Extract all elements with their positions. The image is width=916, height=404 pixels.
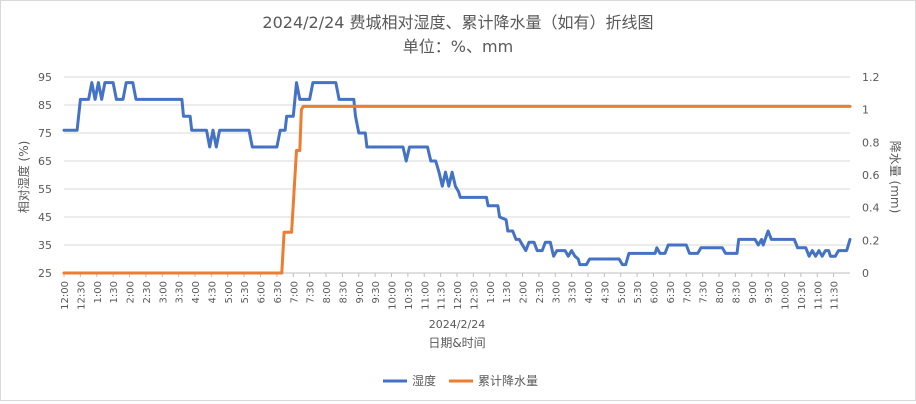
x-tick-label: 2:30 — [142, 281, 153, 303]
right-y-tick-label: 0.4 — [862, 202, 880, 215]
x-tick-label: 3:00 — [551, 281, 562, 303]
right-y-tick-label: 0.6 — [862, 169, 880, 182]
x-tick-label: 10:30 — [404, 281, 415, 310]
precipitation-series-line — [62, 104, 852, 275]
x-tick-label: 1:30 — [109, 281, 120, 303]
x-axis-date-label: 2024/2/24 — [429, 318, 485, 331]
x-tick-label: 11:00 — [420, 281, 431, 310]
x-tick-label: 8:00 — [322, 281, 333, 303]
x-tick-label: 4:30 — [207, 281, 218, 303]
chart-subtitle: 单位：%、mm — [403, 37, 513, 56]
left-y-axis-title: 相对湿度 (%) — [16, 141, 31, 214]
x-tick-label: 10:30 — [797, 281, 808, 310]
left-y-tick-label: 85 — [38, 99, 52, 112]
x-tick-label: 10:00 — [388, 281, 399, 310]
x-tick-label: 3:30 — [175, 281, 186, 303]
x-tick-label: 4:00 — [584, 281, 595, 303]
x-tick-label: 8:30 — [338, 281, 349, 303]
x-tick-label: 2:00 — [519, 281, 530, 303]
x-tick-label: 5:00 — [617, 281, 628, 303]
series-lines — [62, 81, 852, 275]
x-tick-label: 4:30 — [600, 281, 611, 303]
x-tick-label: 12:30 — [469, 281, 480, 310]
x-tick-label: 9:00 — [355, 281, 366, 303]
chart-title: 2024/2/24 费城相对湿度、累计降水量（如有）折线图 — [262, 13, 653, 32]
left-y-tick-label: 95 — [38, 71, 52, 84]
x-tick-label: 11:30 — [437, 281, 448, 310]
left-y-axis: 25 35 45 55 65 75 85 95 — [38, 71, 52, 280]
right-y-tick-label: 0.2 — [862, 234, 880, 247]
x-tick-label: 9:30 — [371, 281, 382, 303]
x-tick-label: 7:30 — [306, 281, 317, 303]
x-tick-label: 7:00 — [289, 281, 300, 303]
x-tick-label: 12:00 — [60, 281, 71, 310]
x-tick-label: 6:30 — [273, 281, 284, 303]
left-y-tick-label: 35 — [38, 239, 52, 252]
x-tick-label: 2:30 — [535, 281, 546, 303]
legend-label-humidity: 湿度 — [412, 373, 436, 388]
gridlines — [64, 76, 850, 274]
x-tick-label: 7:30 — [699, 281, 710, 303]
x-tick-label: 5:30 — [633, 281, 644, 303]
x-tick-label: 1:00 — [93, 281, 104, 303]
legend-label-precipitation: 累计降水量 — [478, 374, 538, 388]
left-y-tick-label: 45 — [38, 211, 52, 224]
x-tick-label: 12:00 — [453, 281, 464, 310]
right-y-tick-label: 0.8 — [862, 136, 880, 149]
x-tick-label: 11:30 — [830, 281, 841, 310]
x-tick-label: 2:00 — [126, 281, 137, 303]
left-y-tick-label: 25 — [38, 267, 52, 280]
x-tick-label: 5:30 — [240, 281, 251, 303]
x-tick-label: 12:30 — [76, 281, 87, 310]
x-tick-label: 9:30 — [764, 281, 775, 303]
x-tick-label: 3:30 — [568, 281, 579, 303]
x-tick-label: 6:30 — [666, 281, 677, 303]
x-tick-label: 8:00 — [715, 281, 726, 303]
right-y-tick-label: 1 — [862, 104, 869, 117]
legend: 湿度 累计降水量 — [383, 373, 538, 388]
x-tick-label: 4:00 — [191, 281, 202, 303]
x-axis: 12:00 12:30 1:00 1:30 2:00 2:30 3:00 3:30 4:00 4:… — [60, 272, 850, 310]
x-tick-label: 9:00 — [748, 281, 759, 303]
x-tick-label: 5:00 — [224, 281, 235, 303]
x-axis-title: 日期&时间 — [428, 336, 485, 350]
right-y-axis: 0 0.2 0.4 0.6 0.8 1 1.2 — [862, 71, 880, 280]
right-y-tick-label: 1.2 — [862, 71, 880, 84]
x-tick-label: 1:30 — [502, 281, 513, 303]
x-tick-label: 3:00 — [158, 281, 169, 303]
x-tick-label: 10:00 — [781, 281, 792, 310]
x-tick-label: 1:00 — [486, 281, 497, 303]
right-y-axis-title: 降水量 (mm) — [888, 141, 902, 214]
humidity-series-line — [62, 81, 852, 267]
left-y-tick-label: 65 — [38, 155, 52, 168]
left-y-tick-label: 75 — [38, 127, 52, 140]
right-y-tick-label: 0 — [862, 267, 869, 280]
left-y-tick-label: 55 — [38, 183, 52, 196]
x-tick-label: 6:00 — [650, 281, 661, 303]
x-tick-label: 11:00 — [813, 281, 824, 310]
x-tick-label: 8:30 — [731, 281, 742, 303]
x-tick-label: 6:00 — [257, 281, 268, 303]
x-tick-label: 7:00 — [682, 281, 693, 303]
